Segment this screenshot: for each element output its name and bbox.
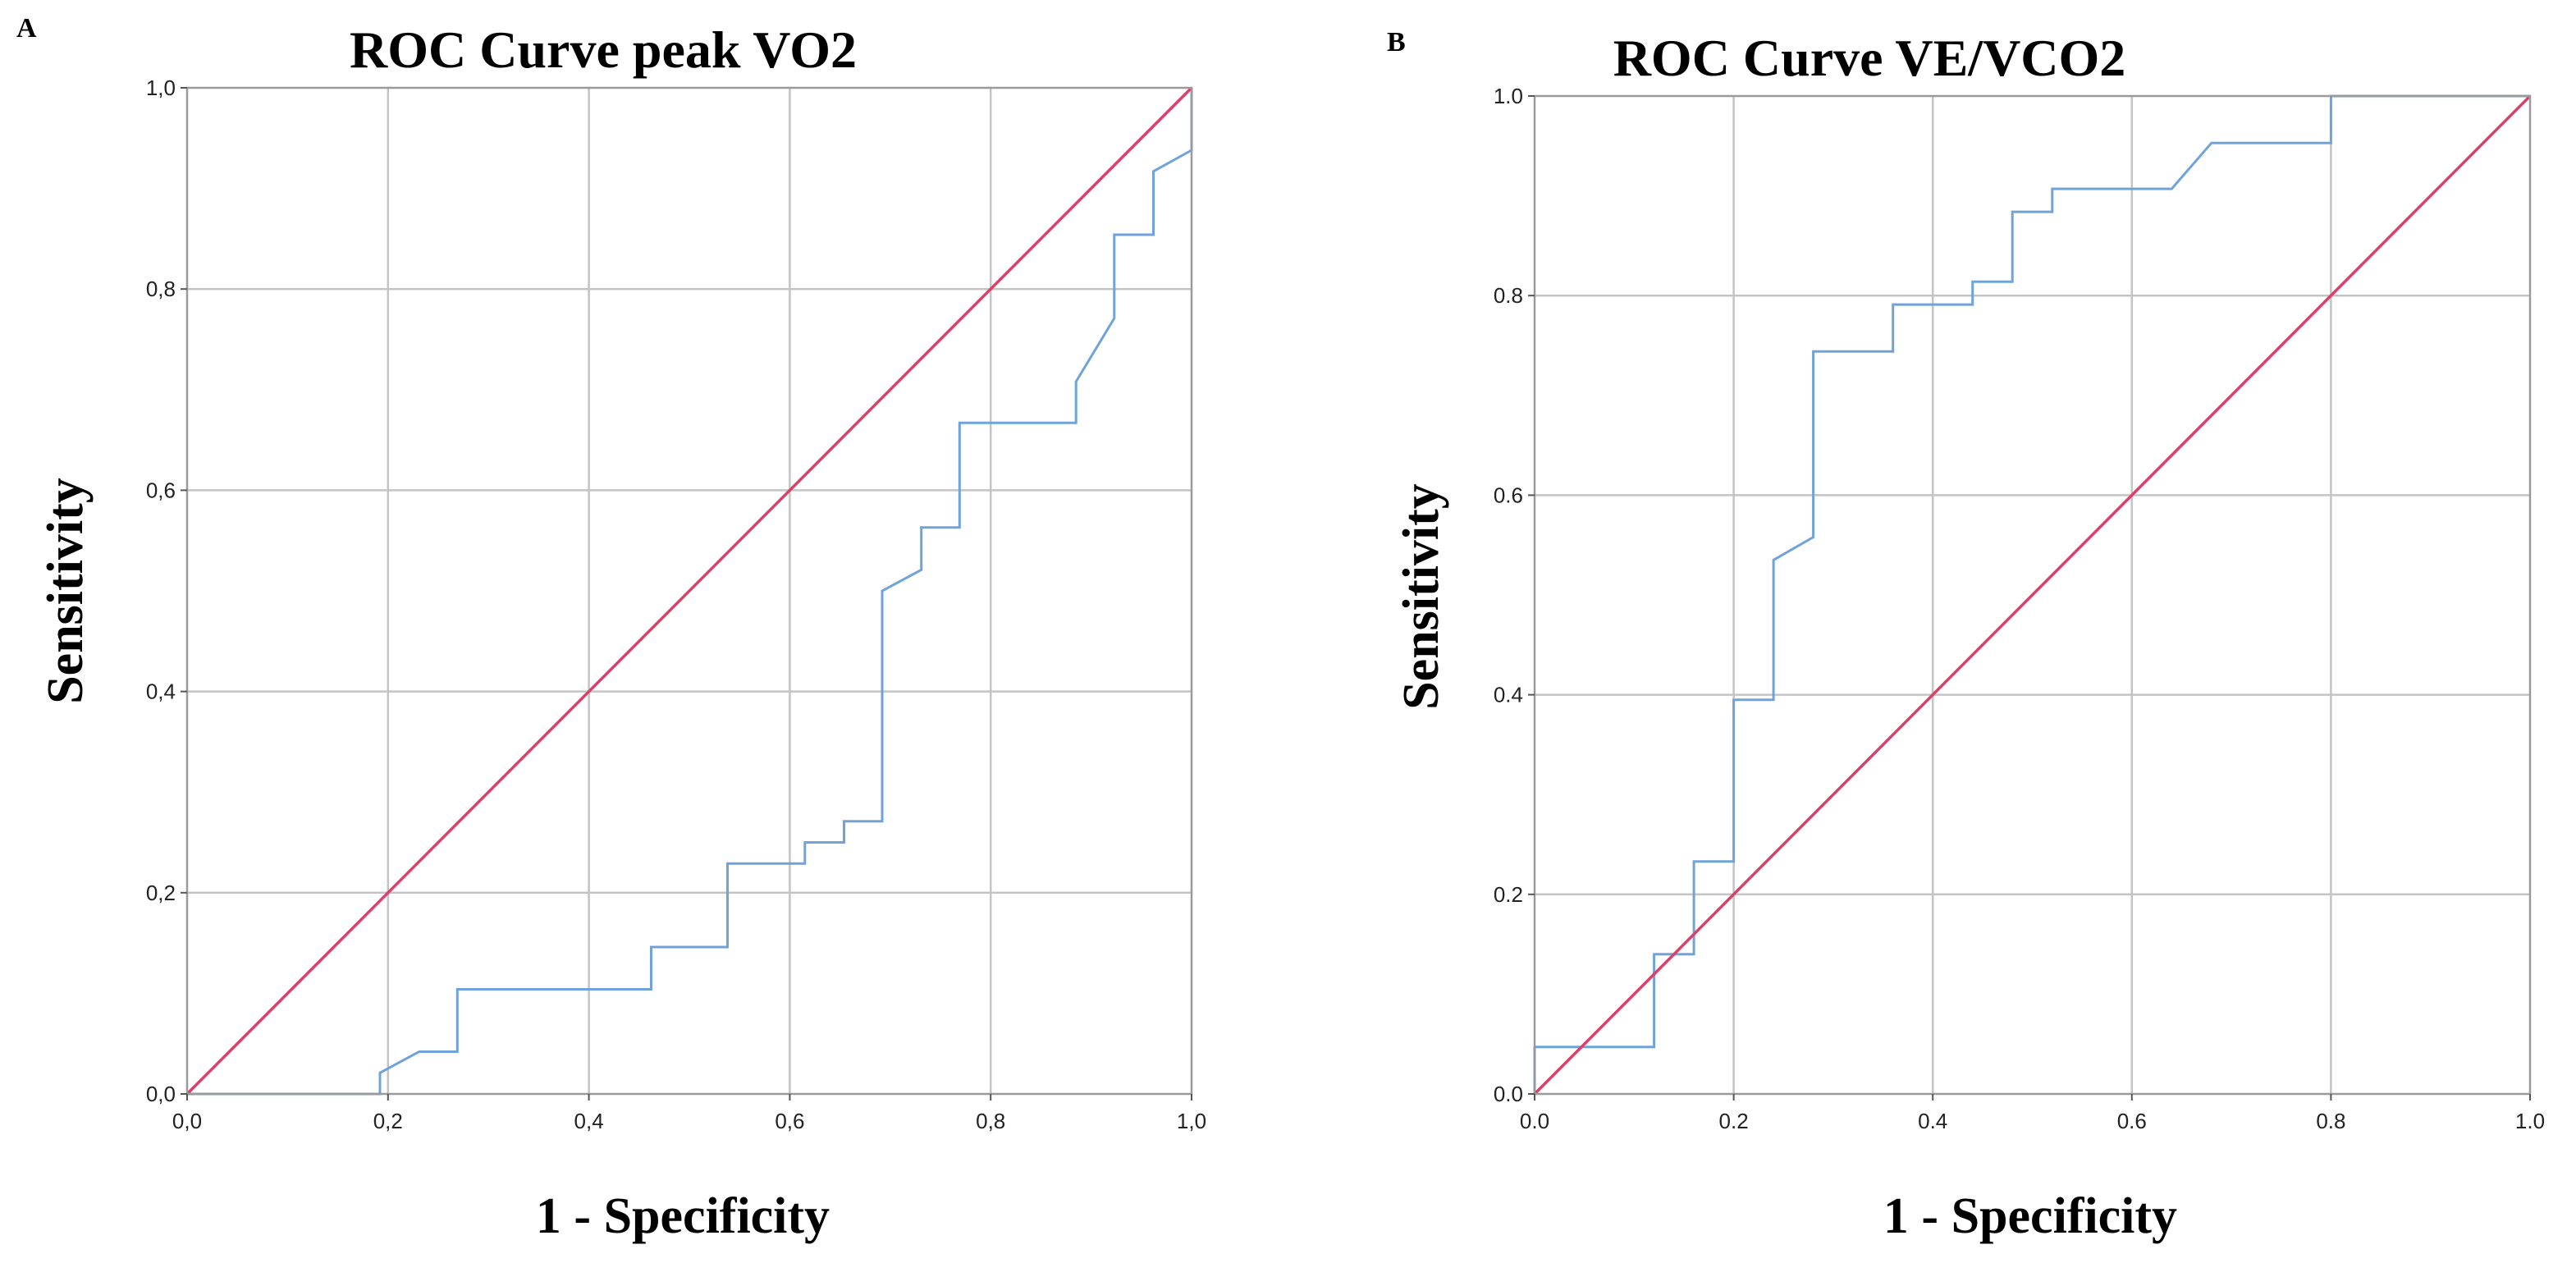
- grid: [187, 88, 1192, 1094]
- x-tick-label: 1,0: [1177, 1109, 1206, 1133]
- y-axis-label: Sensitivity: [38, 478, 94, 704]
- tick-layer: 0,0 0,2 0,4 0,6 0,8 1,0 0,0 0,2 0,4 0,6 0,8 1,0: [146, 76, 1206, 1133]
- y-tick-label: 0.6: [1494, 483, 1523, 507]
- panel-a: A ROC Curve peak VO2 1 - Specificity Sen…: [16, 13, 1206, 1244]
- x-tick-label: 0.4: [1918, 1109, 1947, 1133]
- x-tick-label: 0.2: [1719, 1109, 1749, 1133]
- x-tick-label: 0,8: [976, 1109, 1005, 1133]
- y-tick-label: 1.0: [1494, 84, 1523, 108]
- y-tick-label: 0,2: [146, 881, 176, 905]
- x-tick-label: 0,2: [373, 1109, 403, 1133]
- roc-curve-line: [187, 88, 1193, 1096]
- x-axis-label: 1 - Specificity: [1883, 1188, 2177, 1244]
- series-layer: [1533, 94, 2532, 1096]
- x-tick-label: 0,0: [172, 1109, 202, 1133]
- y-tick-label: 0.0: [1494, 1082, 1523, 1106]
- roc-curve-line: [1533, 94, 2530, 1094]
- y-tick-label: 0,8: [146, 277, 176, 301]
- plot-frame: [185, 86, 1193, 1096]
- chart-title: ROC Curve peak VO2: [350, 21, 857, 79]
- y-tick-label: 0.4: [1494, 683, 1523, 707]
- x-tick-label: 1.0: [2515, 1109, 2545, 1133]
- x-tick-label: 0,6: [775, 1109, 804, 1133]
- panel-letter: A: [16, 13, 37, 43]
- x-axis-label: 1 - Specificity: [536, 1188, 830, 1244]
- x-tick-label: 0.6: [2117, 1109, 2147, 1133]
- y-tick-label: 0,6: [146, 478, 176, 502]
- y-tick-label: 1,0: [146, 76, 176, 100]
- y-tick-label: 0,4: [146, 680, 176, 704]
- y-axis-label: Sensitivity: [1393, 483, 1449, 710]
- grid: [1535, 96, 2530, 1094]
- x-tick-label: 0.0: [1520, 1109, 1549, 1133]
- x-tick-label: 0.8: [2316, 1109, 2345, 1133]
- y-tick-label: 0,0: [146, 1082, 176, 1106]
- panel-letter: B: [1387, 27, 1406, 57]
- tick-layer: 0.0 0.2 0.4 0.6 0.8 1.0 0.0 0.2 0.4 0.6 0.8 1.0: [1494, 84, 2545, 1133]
- reference-line: [185, 86, 1193, 1096]
- panel-b: B ROC Curve VE/VCO2 1 - Specificity Sens…: [1387, 27, 2545, 1244]
- y-tick-label: 0.8: [1494, 283, 1523, 308]
- series-layer: [185, 86, 1193, 1096]
- reference-line: [1533, 94, 2532, 1096]
- y-tick-label: 0.2: [1494, 882, 1523, 907]
- plot-frame: [1533, 94, 2532, 1096]
- x-tick-label: 0,4: [574, 1109, 604, 1133]
- chart-title: ROC Curve VE/VCO2: [1613, 29, 2126, 87]
